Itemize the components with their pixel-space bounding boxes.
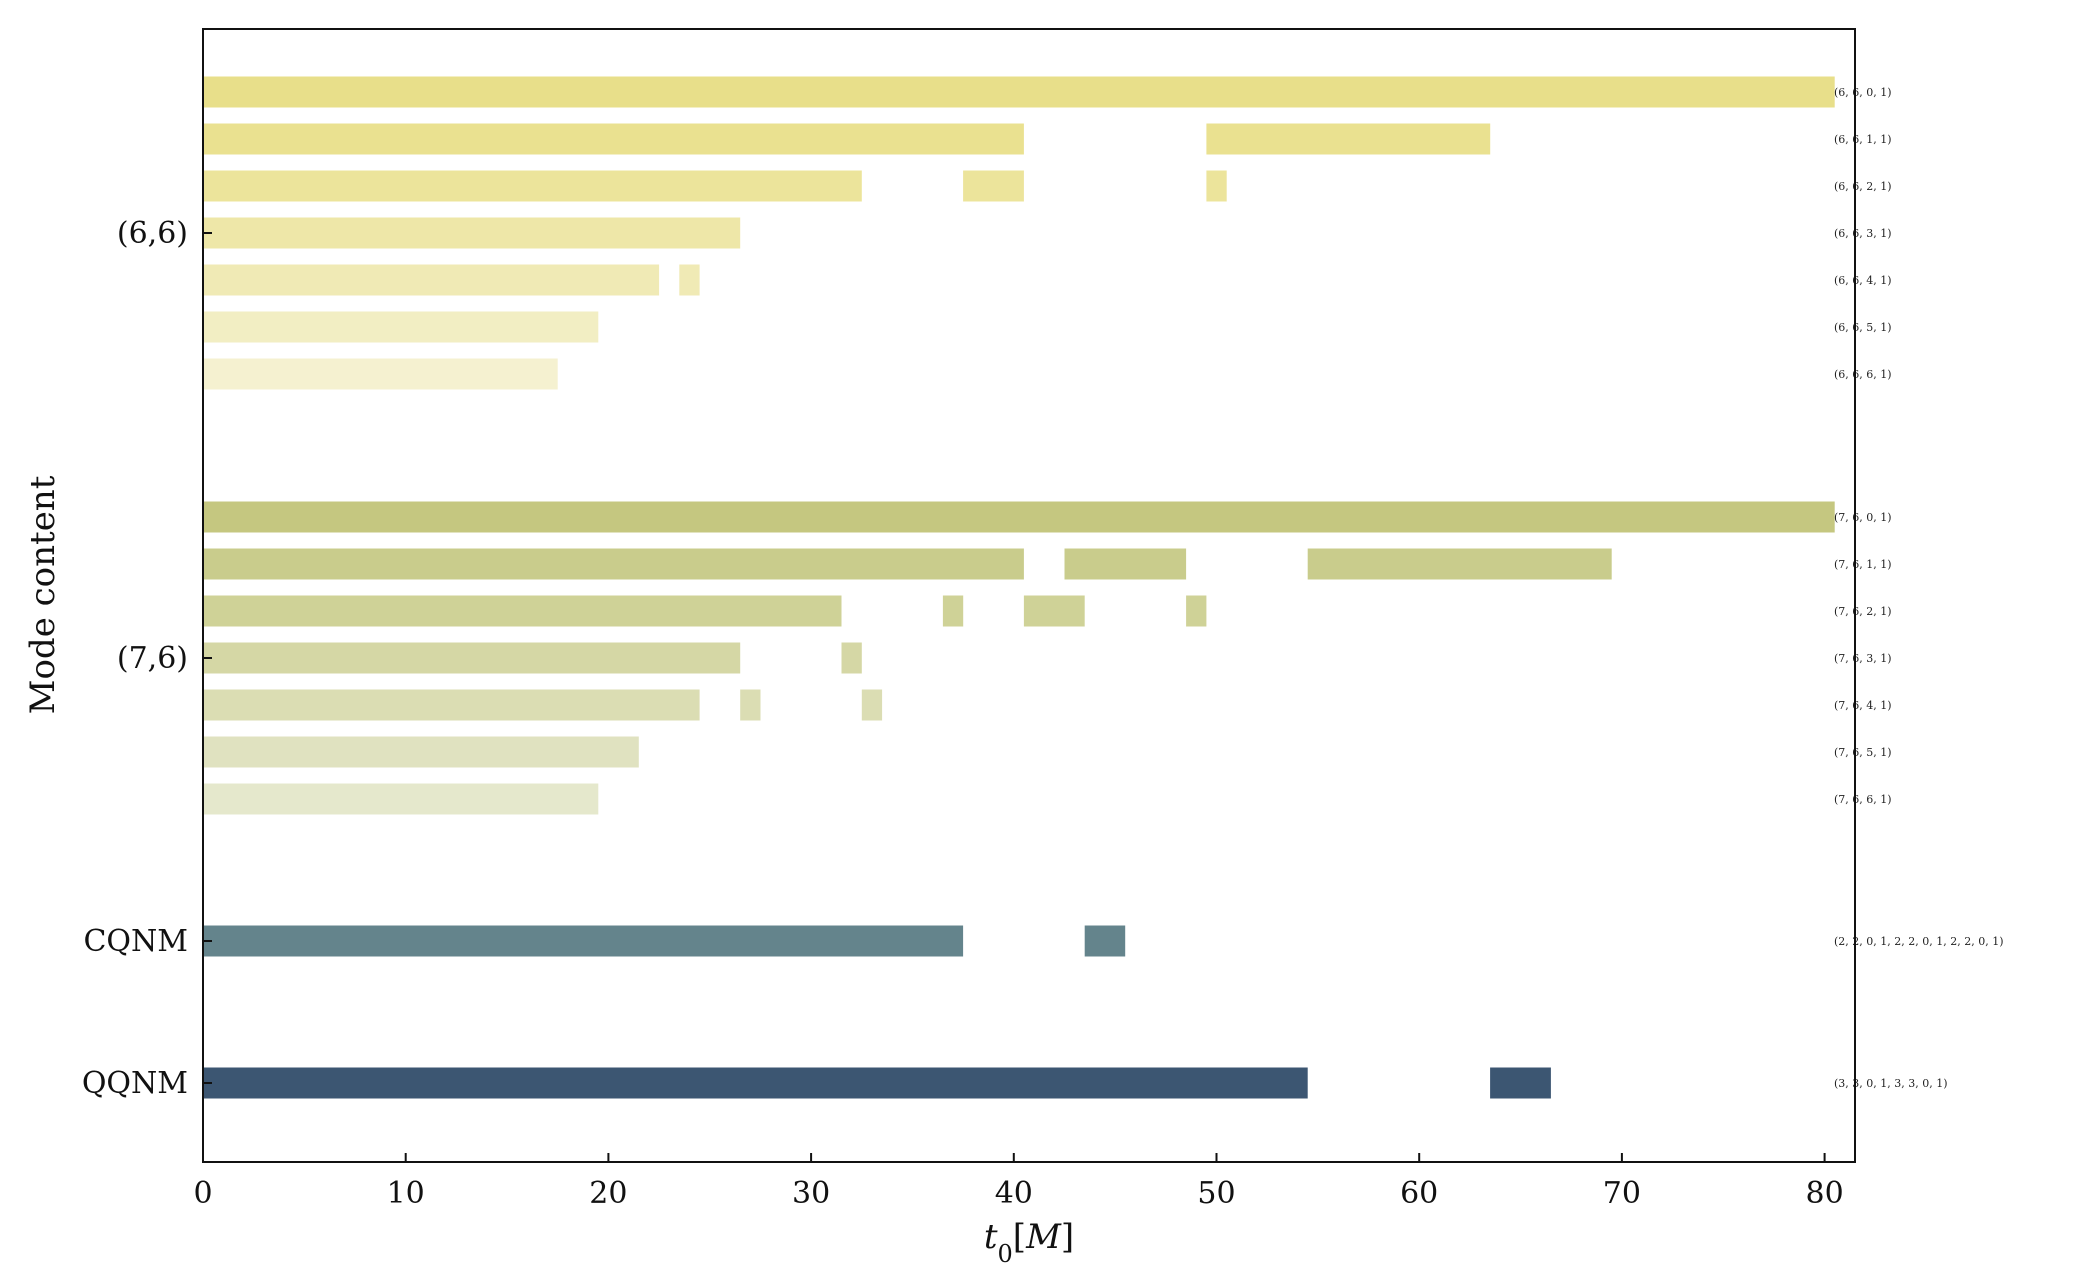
- row-label: (6, 6, 5, 1): [1834, 321, 1892, 334]
- row-label: (3, 3, 0, 1, 3, 3, 0, 1): [1834, 1077, 1948, 1090]
- row-label: (2, 2, 0, 1, 2, 2, 0, 1, 2, 2, 0, 1): [1834, 935, 2004, 948]
- x-tick-label: 20: [589, 1176, 627, 1211]
- x-axis-ticks: 0 10 20 30 40 50 60 70 80: [193, 1153, 1844, 1211]
- bar-segment: [861, 689, 883, 721]
- x-tick-label: 0: [193, 1176, 212, 1211]
- x-tick-label: 50: [1197, 1176, 1235, 1211]
- row-label: (7, 6, 5, 1): [1834, 746, 1892, 759]
- y-tick-label: (6,6): [117, 216, 188, 251]
- bar-segment: [1490, 1067, 1551, 1099]
- bar-segment: [203, 548, 1024, 580]
- x-tick-label: 70: [1603, 1176, 1641, 1211]
- bar-segment: [203, 595, 842, 627]
- bar-segment: [203, 736, 639, 768]
- y-tick-label: CQNM: [83, 924, 188, 959]
- bar-segment: [203, 76, 1835, 108]
- plot-frame: [202, 28, 1856, 1163]
- row-label: (7, 6, 3, 1): [1834, 652, 1892, 665]
- y-axis-label: Mode content: [23, 475, 63, 714]
- bar-segment: [1023, 595, 1085, 627]
- x-tick-label: 60: [1400, 1176, 1438, 1211]
- row-label: (6, 6, 6, 1): [1834, 368, 1892, 381]
- bars-layer: [203, 76, 1835, 1099]
- row-labels-layer: (6, 6, 0, 1) (6, 6, 1, 1) (6, 6, 2, 1) (6, …: [1834, 86, 2004, 1090]
- x-tick-label: 80: [1806, 1176, 1844, 1211]
- row-label: (6, 6, 4, 1): [1834, 274, 1892, 287]
- bar-segment: [740, 689, 761, 721]
- bar-segment: [203, 925, 964, 957]
- row-label: (7, 6, 4, 1): [1834, 699, 1892, 712]
- bar-segment: [963, 170, 1024, 202]
- bar-segment: [1186, 595, 1207, 627]
- y-axis-ticks: (6,6) (7,6) CQNM QQNM: [82, 216, 212, 1101]
- bar-segment: [203, 170, 862, 202]
- bar-segment: [841, 642, 862, 674]
- bar-segment: [942, 595, 964, 627]
- bar-segment: [1206, 170, 1227, 202]
- bar-segment: [203, 501, 1835, 533]
- bar-segment: [203, 123, 1024, 155]
- row-label: (7, 6, 1, 1): [1834, 558, 1892, 571]
- bar-segment: [203, 358, 558, 390]
- bar-segment: [203, 217, 741, 249]
- bar-segment: [1206, 123, 1491, 155]
- y-tick-label: QQNM: [82, 1066, 188, 1101]
- bar-segment: [1064, 548, 1187, 580]
- x-tick-label: 30: [792, 1176, 830, 1211]
- bar-segment: [203, 311, 599, 343]
- x-axis-label: t0[M]: [984, 1217, 1074, 1268]
- row-label: (6, 6, 1, 1): [1834, 133, 1892, 146]
- row-label: (6, 6, 0, 1): [1834, 86, 1892, 99]
- bar-segment: [679, 264, 700, 296]
- bar-segment: [203, 1067, 1308, 1099]
- bar-segment: [203, 783, 599, 815]
- x-tick-label: 40: [995, 1176, 1033, 1211]
- bar-segment: [1084, 925, 1126, 957]
- bar-segment: [1307, 548, 1612, 580]
- row-label: (7, 6, 6, 1): [1834, 793, 1892, 806]
- row-label: (6, 6, 3, 1): [1834, 227, 1892, 240]
- x-tick-label: 10: [387, 1176, 425, 1211]
- row-label: (7, 6, 2, 1): [1834, 605, 1892, 618]
- bar-segment: [203, 689, 700, 721]
- y-tick-label: (7,6): [117, 641, 188, 676]
- bar-segment: [203, 264, 660, 296]
- row-label: (7, 6, 0, 1): [1834, 511, 1892, 524]
- bar-segment: [203, 642, 741, 674]
- row-label: (6, 6, 2, 1): [1834, 180, 1892, 193]
